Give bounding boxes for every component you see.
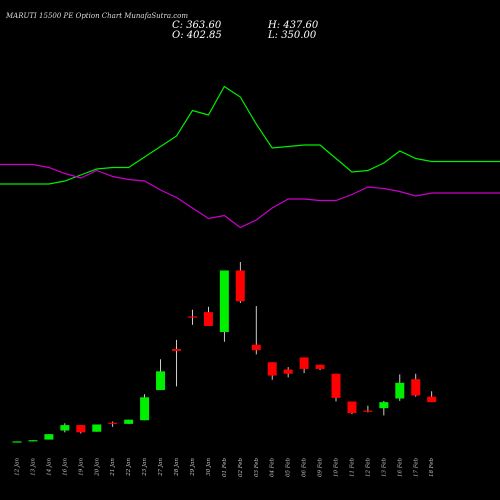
x-tick-label: 12 Jan: [15, 458, 21, 476]
chart-title: MARUTI 15500 PE Option Chart MunafaSutra…: [6, 12, 188, 20]
x-tick-label: 14 Jan: [46, 458, 52, 476]
candle-down: [347, 401, 357, 414]
x-tick-label: 03 Feb: [254, 458, 260, 478]
x-tick-label: 18 Feb: [429, 458, 435, 478]
candle-down: [267, 362, 277, 376]
x-tick-label: 04 Feb: [270, 458, 276, 478]
x-tick-label: 22 Jan: [126, 458, 132, 477]
x-tick-label: 21 Jan: [110, 458, 116, 477]
candle-up: [219, 270, 229, 333]
candle-down: [203, 312, 213, 327]
candle-down: [363, 410, 373, 412]
candle-up: [124, 419, 134, 424]
candle-up: [140, 397, 150, 421]
high-value: H: 437.60: [268, 20, 319, 31]
candle-down: [411, 379, 421, 396]
candle-down: [235, 270, 245, 302]
candle-down: [315, 364, 325, 369]
x-tick-label: 06 Feb: [302, 458, 308, 478]
candle-up: [379, 402, 389, 409]
x-tick-label: 13 Feb: [381, 458, 387, 478]
x-tick-label: 19 Jan: [78, 458, 84, 476]
green-indicator-line: [0, 85, 500, 185]
candle-down: [299, 357, 309, 369]
x-tick-label: 28 Jan: [174, 458, 180, 477]
x-tick-label: 16 Feb: [397, 458, 403, 478]
candle-down: [172, 348, 181, 351]
x-tick-label: 27 Jan: [158, 458, 164, 477]
x-tick-label: 09 Feb: [318, 458, 324, 478]
x-tick-label: 30 Jan: [206, 458, 212, 476]
candle-down: [427, 396, 437, 403]
x-tick-label: 05 Feb: [286, 458, 292, 478]
x-tick-label: 11 Feb: [349, 458, 355, 478]
x-tick-label: 20 Jan: [94, 458, 100, 477]
magenta-indicator-line: [0, 163, 500, 229]
candle-up: [395, 382, 405, 399]
x-tick-label: 16 Jan: [62, 458, 68, 476]
candle-up: [28, 440, 38, 442]
candle-up: [156, 371, 166, 391]
x-tick-label: 10 Feb: [334, 458, 340, 478]
close-value: C: 363.60: [172, 20, 222, 31]
candle-down: [187, 316, 197, 318]
candle-up: [60, 425, 70, 431]
open-value: O: 402.85: [172, 30, 222, 41]
candle-up: [92, 424, 102, 432]
low-value: L: 350.00: [268, 30, 317, 41]
candle-down: [283, 369, 293, 374]
x-tick-label: 02 Feb: [238, 458, 244, 478]
x-tick-label: 23 Jan: [142, 458, 148, 477]
x-tick-label: 13 Jan: [30, 458, 36, 476]
candle-up: [12, 441, 22, 443]
x-tick-label: 01 Feb: [222, 458, 228, 478]
candle-down: [331, 373, 341, 398]
candle-down: [108, 422, 118, 424]
x-tick-label: 29 Jan: [190, 458, 196, 477]
candle-down: [251, 344, 261, 351]
candle-up: [44, 434, 54, 440]
x-tick-label: 12 Feb: [365, 458, 371, 478]
x-tick-label: 17 Feb: [413, 458, 419, 478]
candle-down: [76, 425, 86, 433]
